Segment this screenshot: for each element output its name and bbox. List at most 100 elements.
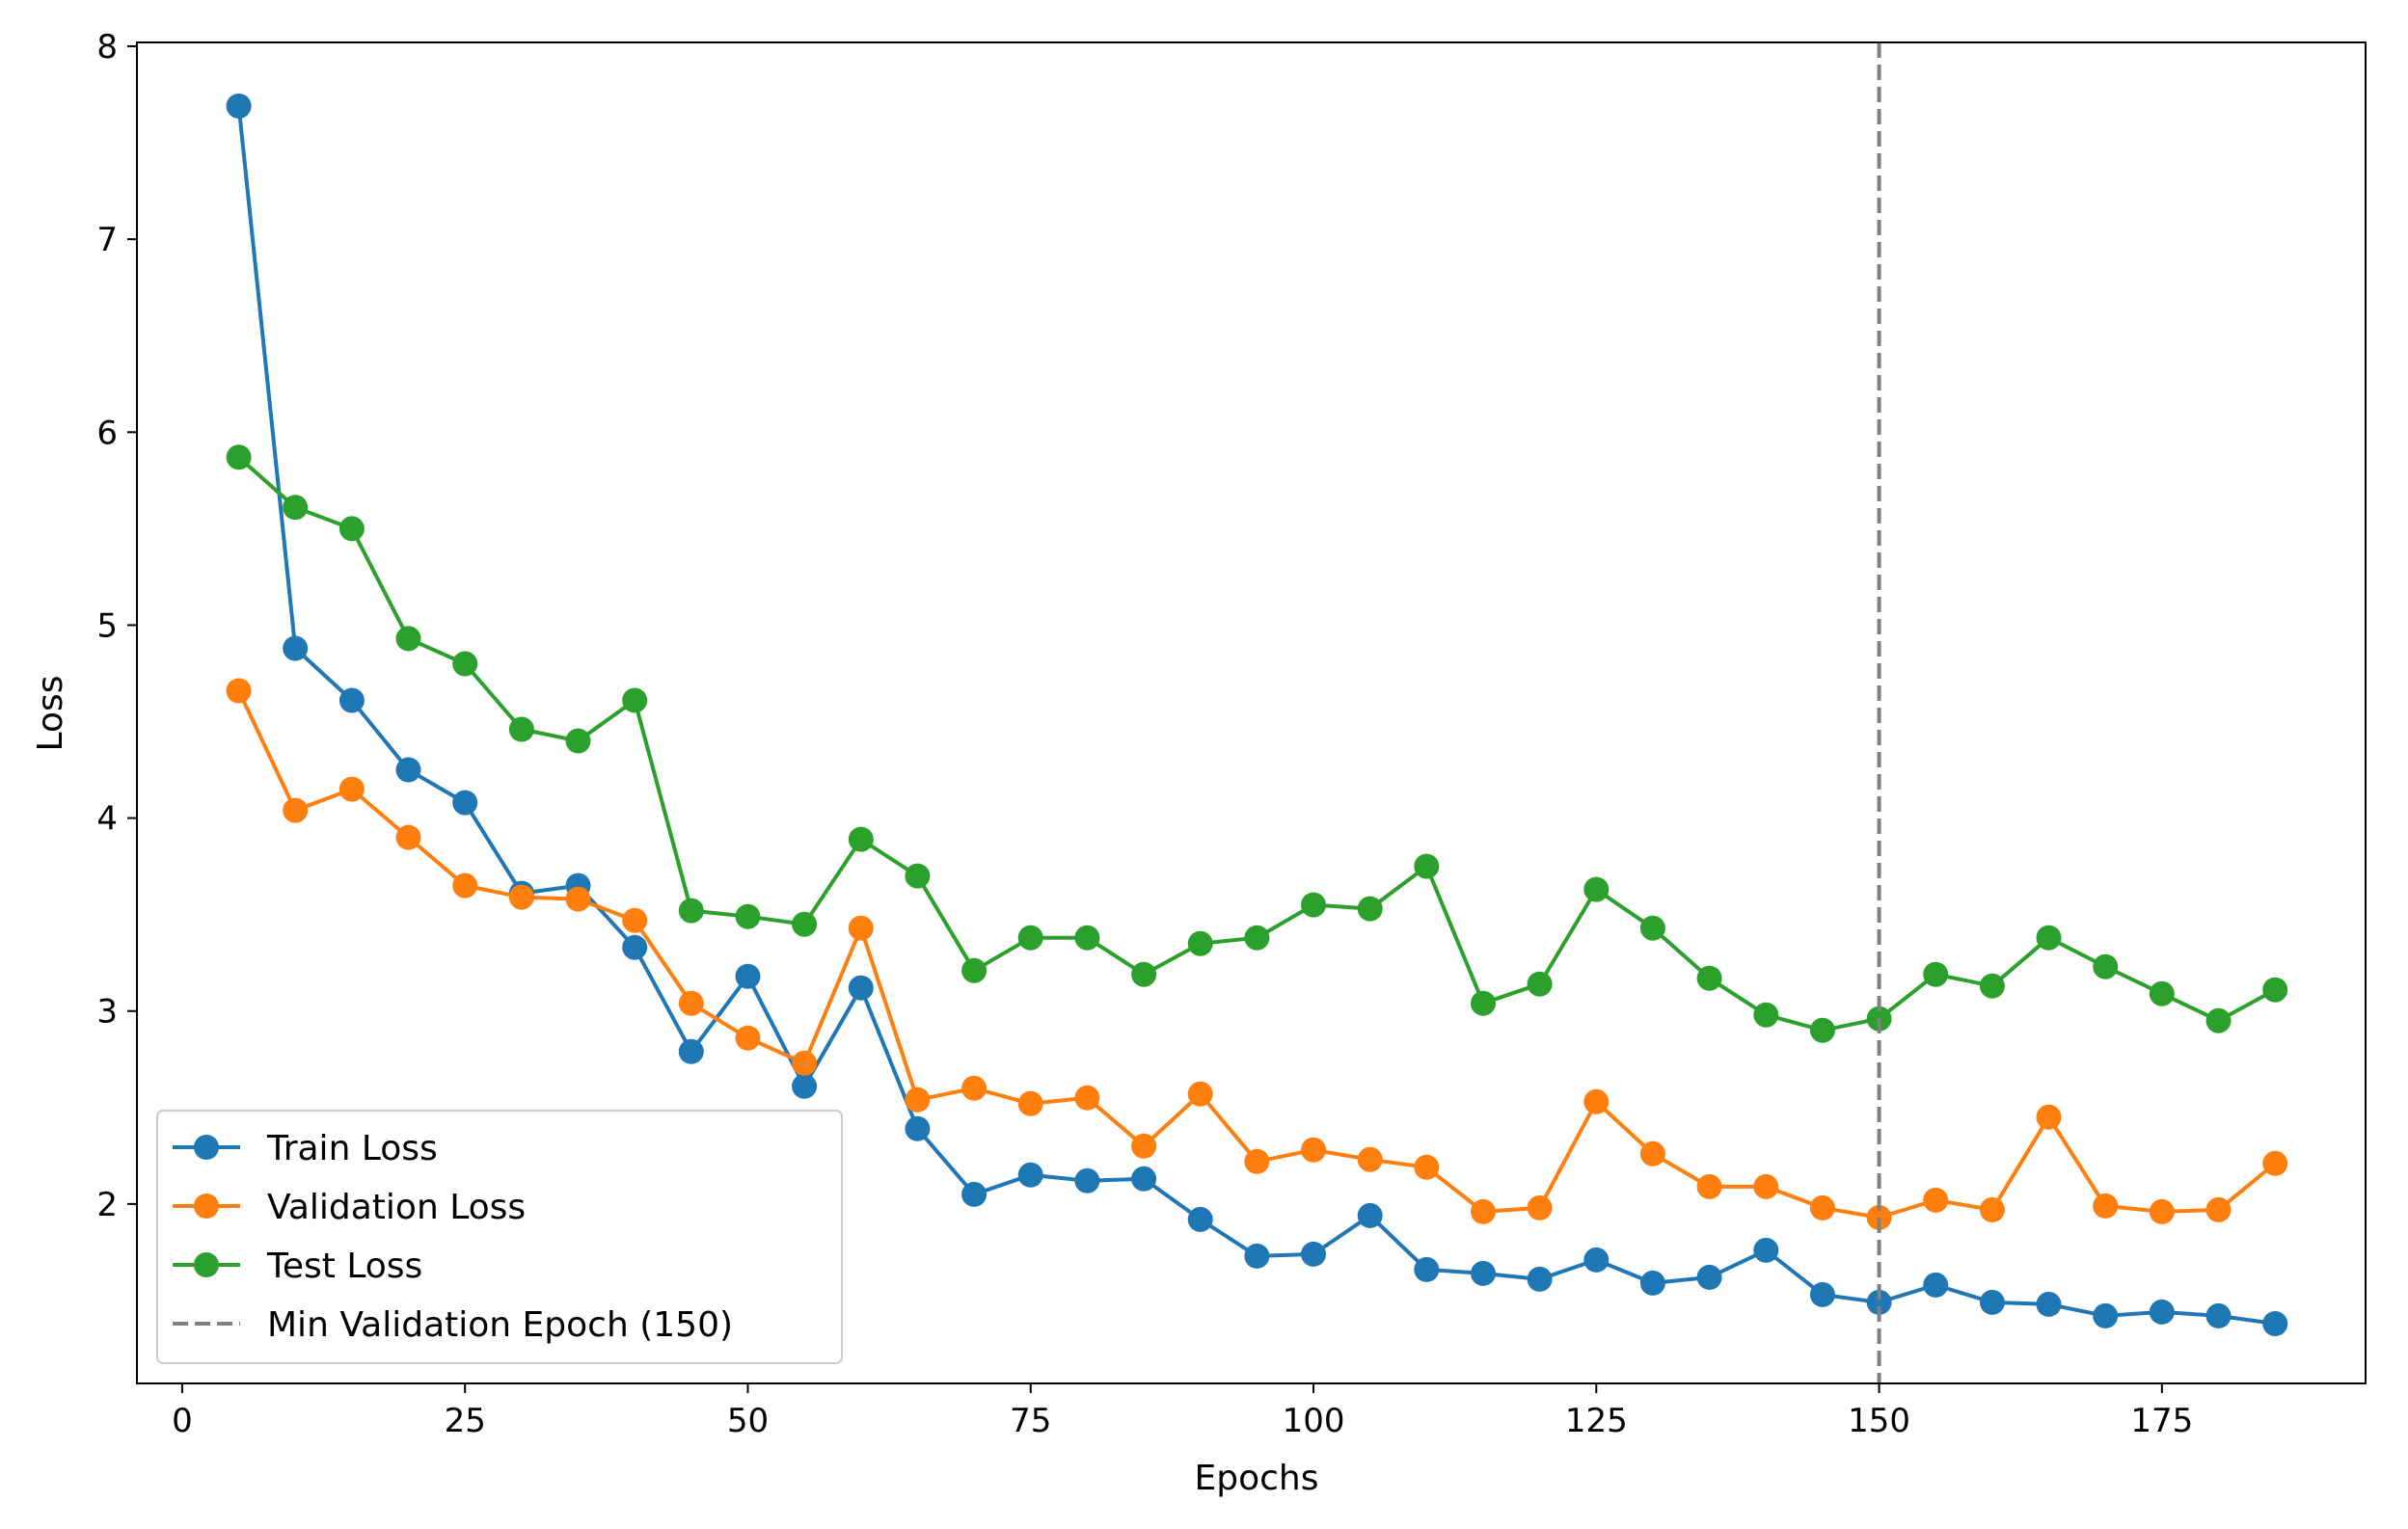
data-point-2-3 bbox=[395, 626, 421, 652]
data-point-0-11 bbox=[848, 975, 874, 1001]
legend: Train Loss Validation Loss Test Loss Min Va… bbox=[156, 1110, 843, 1364]
x-axis-ticks: 0 25 50 75 100 125 150 175 bbox=[172, 1383, 2193, 1440]
data-point-0-32 bbox=[2036, 1291, 2062, 1317]
data-point-0-28 bbox=[1809, 1281, 1835, 1307]
y-tick-label: 3 bbox=[96, 993, 118, 1032]
data-point-2-34 bbox=[2149, 980, 2175, 1006]
data-point-2-10 bbox=[792, 911, 818, 937]
data-point-2-20 bbox=[1357, 896, 1383, 922]
legend-label: Test Loss bbox=[266, 1247, 422, 1286]
data-point-1-27 bbox=[1753, 1173, 1779, 1199]
x-tick-label: 175 bbox=[2130, 1402, 2193, 1440]
data-point-2-8 bbox=[678, 898, 704, 924]
data-point-0-24 bbox=[1583, 1247, 1610, 1273]
chart-marks bbox=[226, 42, 2288, 1383]
data-point-0-7 bbox=[622, 934, 648, 960]
y-tick-label: 5 bbox=[96, 606, 118, 645]
legend-box bbox=[156, 1110, 843, 1364]
data-point-1-33 bbox=[2093, 1193, 2119, 1219]
data-point-0-15 bbox=[1074, 1167, 1100, 1194]
data-point-0-14 bbox=[1017, 1162, 1043, 1188]
data-point-0-12 bbox=[905, 1115, 931, 1141]
data-point-2-12 bbox=[905, 863, 931, 889]
data-point-1-15 bbox=[1074, 1085, 1100, 1111]
x-tick-label: 75 bbox=[1010, 1402, 1051, 1440]
x-tick-label: 150 bbox=[1848, 1402, 1910, 1440]
data-point-1-11 bbox=[848, 915, 874, 941]
data-point-0-33 bbox=[2093, 1302, 2119, 1328]
data-point-2-23 bbox=[1527, 971, 1553, 997]
legend-marker bbox=[194, 1135, 219, 1160]
data-point-0-27 bbox=[1753, 1237, 1779, 1263]
data-point-2-31 bbox=[1979, 973, 2005, 999]
data-point-1-26 bbox=[1696, 1173, 1722, 1199]
data-point-2-17 bbox=[1187, 930, 1213, 956]
data-point-1-14 bbox=[1017, 1090, 1043, 1116]
data-point-2-4 bbox=[452, 651, 478, 677]
data-point-0-0 bbox=[226, 94, 252, 119]
data-point-1-8 bbox=[678, 990, 704, 1016]
data-point-1-1 bbox=[283, 797, 309, 823]
data-point-2-5 bbox=[508, 716, 534, 742]
data-point-1-16 bbox=[1131, 1133, 1157, 1159]
data-point-0-10 bbox=[792, 1073, 818, 1099]
data-point-0-13 bbox=[961, 1181, 988, 1207]
y-axis-ticks: 2 3 4 5 6 7 8 bbox=[96, 28, 137, 1224]
x-tick-label: 50 bbox=[727, 1402, 769, 1440]
legend-marker bbox=[194, 1252, 219, 1277]
data-point-2-18 bbox=[1244, 925, 1270, 951]
data-point-1-28 bbox=[1809, 1194, 1835, 1221]
data-point-2-36 bbox=[2262, 977, 2288, 1003]
data-point-1-5 bbox=[508, 884, 534, 910]
data-point-0-34 bbox=[2149, 1299, 2175, 1325]
data-point-2-21 bbox=[1414, 853, 1440, 879]
data-point-0-8 bbox=[678, 1038, 704, 1064]
x-axis-label: Epochs bbox=[1195, 1459, 1319, 1498]
data-point-1-35 bbox=[2205, 1196, 2232, 1222]
data-point-0-22 bbox=[1471, 1260, 1496, 1286]
data-point-2-19 bbox=[1301, 892, 1326, 918]
data-point-1-4 bbox=[452, 872, 478, 899]
data-point-1-0 bbox=[226, 678, 252, 704]
data-point-1-34 bbox=[2149, 1198, 2175, 1224]
data-point-1-19 bbox=[1301, 1137, 1326, 1163]
data-point-0-16 bbox=[1131, 1166, 1157, 1192]
data-point-0-4 bbox=[452, 790, 478, 816]
data-point-1-25 bbox=[1639, 1140, 1665, 1167]
plot-frame bbox=[136, 41, 2367, 1384]
data-point-2-1 bbox=[283, 495, 309, 521]
data-point-2-2 bbox=[338, 516, 365, 542]
legend-label: Train Loss bbox=[266, 1129, 438, 1168]
data-point-2-0 bbox=[226, 444, 252, 470]
data-point-0-31 bbox=[1979, 1289, 2005, 1315]
x-tick-label: 0 bbox=[172, 1402, 193, 1440]
legend-label: Min Validation Epoch (150) bbox=[267, 1305, 733, 1345]
data-point-1-7 bbox=[622, 907, 648, 933]
data-point-2-15 bbox=[1074, 925, 1100, 951]
data-point-0-21 bbox=[1414, 1256, 1440, 1282]
data-point-0-18 bbox=[1244, 1243, 1270, 1269]
data-point-0-30 bbox=[1923, 1272, 1949, 1298]
legend-marker bbox=[194, 1194, 219, 1219]
data-point-0-3 bbox=[395, 757, 421, 783]
data-point-2-35 bbox=[2205, 1007, 2232, 1033]
data-point-1-22 bbox=[1471, 1198, 1496, 1224]
x-tick-label: 25 bbox=[445, 1402, 486, 1440]
data-point-0-19 bbox=[1301, 1241, 1326, 1267]
data-point-1-9 bbox=[735, 1025, 761, 1051]
data-point-2-11 bbox=[848, 826, 874, 852]
data-point-2-27 bbox=[1753, 1002, 1779, 1028]
data-point-1-20 bbox=[1357, 1146, 1383, 1172]
data-point-0-36 bbox=[2262, 1311, 2288, 1336]
data-point-0-23 bbox=[1527, 1266, 1553, 1292]
data-point-1-23 bbox=[1527, 1194, 1553, 1221]
data-point-2-33 bbox=[2093, 953, 2119, 979]
data-point-2-14 bbox=[1017, 925, 1043, 951]
data-point-2-28 bbox=[1809, 1017, 1835, 1043]
data-point-2-30 bbox=[1923, 961, 1949, 987]
x-tick-label: 125 bbox=[1565, 1402, 1628, 1440]
y-tick-label: 6 bbox=[96, 414, 118, 452]
y-tick-label: 8 bbox=[96, 28, 118, 67]
data-point-0-26 bbox=[1696, 1264, 1722, 1290]
